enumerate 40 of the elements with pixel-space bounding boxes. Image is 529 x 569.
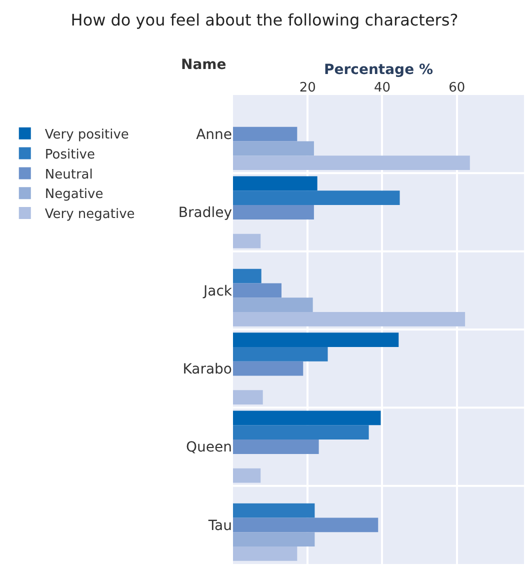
bar <box>233 410 381 426</box>
y-tick-label: Queen <box>186 440 232 456</box>
bar <box>233 141 314 156</box>
bar <box>233 361 304 376</box>
legend-label: Positive <box>44 147 96 162</box>
bar <box>233 468 261 483</box>
bar <box>233 532 315 546</box>
legend-label: Neutral <box>44 167 93 182</box>
bar <box>233 390 263 405</box>
bar <box>233 283 282 298</box>
bar <box>233 518 378 532</box>
x-axis-title: Percentage % <box>324 62 433 78</box>
bar <box>233 312 466 326</box>
bar <box>233 298 313 312</box>
y-tick-label: Karabo <box>182 361 232 378</box>
legend-label: Negative <box>44 187 104 202</box>
bar <box>233 268 262 284</box>
x-tick-label: 20 <box>299 80 316 96</box>
y-tick-label: Tau <box>207 518 232 534</box>
bar <box>233 503 315 518</box>
x-tick-label: 40 <box>374 80 391 96</box>
bar <box>233 332 399 348</box>
bar <box>233 205 314 220</box>
bar <box>233 126 298 142</box>
bar <box>233 176 318 191</box>
legend-label: Very positive <box>44 127 129 142</box>
y-axis-title: Name <box>181 57 226 73</box>
x-tick-label: 60 <box>448 80 466 96</box>
y-tick-label: Jack <box>202 283 233 300</box>
legend-label: Very negative <box>44 207 135 222</box>
y-tick-label: Anne <box>196 126 232 143</box>
bar <box>233 546 298 561</box>
bar <box>233 190 400 206</box>
bar <box>233 156 470 170</box>
y-tick-label: Bradley <box>178 205 232 222</box>
chart-title: How do you feel about the following characters? <box>70 10 458 30</box>
bar <box>233 425 369 440</box>
bar <box>233 234 261 248</box>
bar <box>233 347 328 362</box>
bar <box>233 440 319 454</box>
